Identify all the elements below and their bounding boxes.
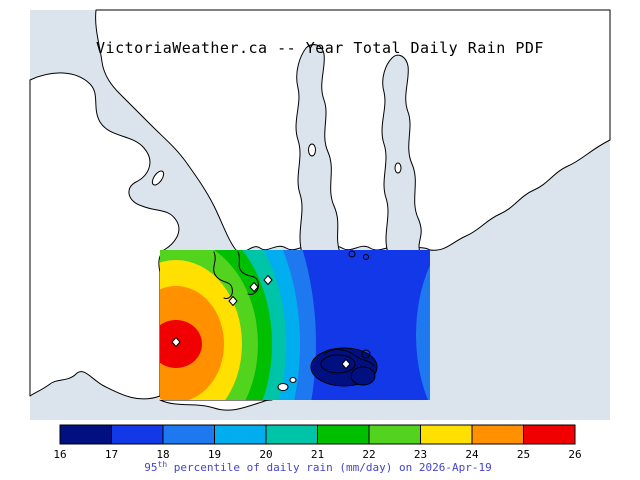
figure-title: VictoriaWeather.ca -- Year Total Daily R… [96, 39, 544, 57]
islet [277, 383, 289, 391]
coastline-overlay [213, 251, 233, 299]
colorbar-tick-label: 25 [517, 448, 530, 461]
colorbar-tick-label: 17 [105, 448, 118, 461]
colorbar-tick-label: 26 [568, 448, 581, 461]
colorbar-tick-label: 24 [465, 448, 479, 461]
colorbar-tick-label: 16 [53, 448, 66, 461]
colorbar: 16 17 18 19 20 21 22 23 24 25 26 [53, 424, 582, 461]
colorbar-segment [317, 424, 370, 445]
landmass-west [29, 72, 180, 400]
island [308, 143, 316, 157]
colorbar-tick-label: 22 [362, 448, 375, 461]
base-map [29, 9, 611, 420]
colorbar-segment [162, 424, 215, 445]
colorbar-segment [214, 424, 267, 445]
station-diamond [341, 358, 351, 370]
landmass-south [159, 399, 273, 411]
colorbar-segment [471, 424, 524, 445]
colorbar-segment [420, 424, 473, 445]
station-diamond [171, 336, 181, 348]
caption-rest: percentile of daily rain (mm/day) on 202… [167, 461, 492, 474]
contour-band-25-26 [160, 320, 202, 368]
colorbar-tick-label: 20 [259, 448, 272, 461]
islet-outline [361, 349, 371, 359]
channel-east [381, 54, 422, 254]
islet-outline [348, 250, 356, 258]
station-diamond [249, 281, 259, 293]
caption-superscript: th [158, 460, 168, 469]
caption-value: 95 [144, 461, 157, 474]
coastline-overlay [323, 349, 375, 367]
colorbar-tick-label: 19 [208, 448, 221, 461]
colorbar-tick-label: 23 [414, 448, 427, 461]
contour-band-east-18-19 [416, 265, 430, 400]
contour-min-lobe [350, 366, 376, 386]
station-markers [171, 274, 351, 370]
colorbar-segment [523, 424, 576, 445]
islet-outline [363, 254, 369, 260]
island [151, 170, 165, 186]
colorbar-segment [265, 424, 318, 445]
islet [289, 377, 297, 383]
channel-west [295, 44, 341, 254]
colorbar-tick-label: 18 [156, 448, 169, 461]
island [394, 162, 402, 174]
coastline-overlay [237, 251, 259, 295]
contour-min-inner-line [320, 354, 356, 374]
station-diamond [228, 295, 238, 307]
colorbar-segment [368, 424, 421, 445]
colorbar-segment [59, 424, 112, 445]
figure-caption: 95th percentile of daily rain (mm/day) o… [144, 460, 491, 474]
colorbar-segment [111, 424, 164, 445]
colorbar-tick-label: 21 [311, 448, 324, 461]
contour-field [160, 250, 430, 400]
station-diamond [263, 274, 273, 286]
